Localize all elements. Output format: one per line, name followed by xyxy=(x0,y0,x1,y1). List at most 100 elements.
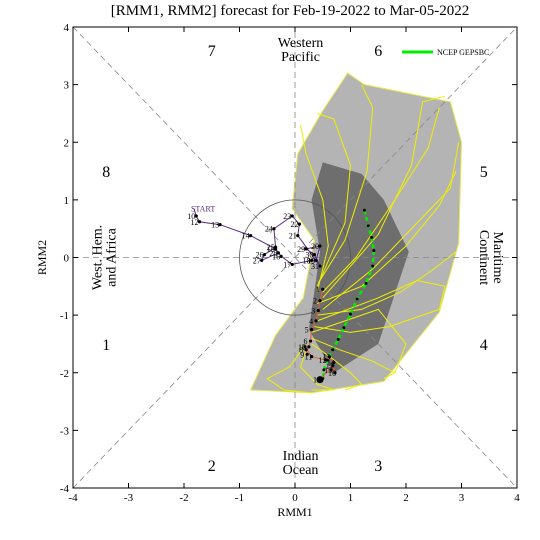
region-label-line: and Africa xyxy=(105,227,120,286)
member-track xyxy=(300,124,329,293)
region-label-line: Ocean xyxy=(283,463,319,478)
x-tick-label: -2 xyxy=(179,492,188,504)
forecast-day-label: 2 xyxy=(313,297,317,306)
ensemble-mean-point xyxy=(362,208,366,212)
forecast-day-label: 13 xyxy=(322,353,330,362)
phase-label: 5 xyxy=(480,164,488,181)
phase-label: 3 xyxy=(374,458,382,475)
observed-point xyxy=(249,234,253,238)
observed-point-label: 24 xyxy=(265,225,273,234)
ensemble-mean-point xyxy=(349,312,352,316)
phase-label: 4 xyxy=(480,337,488,354)
forecast-day-point xyxy=(304,348,308,352)
forecast-day-label: 15 xyxy=(324,366,332,375)
x-tick-label: -4 xyxy=(68,492,78,504)
ensemble-mean-point xyxy=(372,249,376,253)
observed-point-label: 29 xyxy=(297,245,305,254)
forecast-day-label: 16 xyxy=(328,369,336,378)
amplitude-circle xyxy=(239,199,351,316)
y-tick-label: -1 xyxy=(60,310,69,322)
y-tick-label: -4 xyxy=(60,483,70,495)
ensemble-mean-point xyxy=(371,264,375,268)
observed-point-label: 10 xyxy=(187,212,195,221)
forecast-day-point xyxy=(318,299,322,303)
observed-point-label: 21 xyxy=(289,232,297,241)
forecast-day-markers: 123456789101112131415161718 xyxy=(298,285,337,385)
x-tick-label: 0 xyxy=(292,492,298,504)
forecast-day-label: 5 xyxy=(305,326,309,335)
observed-point xyxy=(279,254,283,258)
member-track xyxy=(311,308,407,373)
forecast-day-point xyxy=(316,308,320,313)
observed-point-label: 26 xyxy=(255,251,263,260)
ensemble-mean-point xyxy=(342,326,346,330)
observed-point xyxy=(297,222,302,226)
forecast-day-point xyxy=(333,371,337,375)
ensemble-mean-point xyxy=(336,337,340,341)
region-label-line: Maritime xyxy=(490,231,505,283)
y-tick-label: 3 xyxy=(64,80,70,92)
x-tick-label: 1 xyxy=(348,492,354,504)
observed-point xyxy=(310,258,314,262)
observed-point-label: 14 xyxy=(242,232,250,241)
ensemble-members xyxy=(266,84,460,394)
forecast-day-label: 8 xyxy=(299,346,303,355)
region-label-line: West. Hem. xyxy=(91,225,106,290)
x-tick-label: 4 xyxy=(514,492,520,504)
observed-point xyxy=(314,258,318,262)
observed-point-label: 18 xyxy=(303,256,311,265)
observed-point-label: 17 xyxy=(283,260,291,269)
legend-label: NCEP GEPSBC xyxy=(437,48,489,57)
y-tick-label: -2 xyxy=(60,368,69,380)
forecast-day-point xyxy=(329,368,333,372)
observed-point xyxy=(273,245,278,249)
region-label-line: Pacific xyxy=(281,50,320,65)
observed-point xyxy=(304,247,308,251)
phase-label: 7 xyxy=(208,43,216,60)
region-label-line: Continent xyxy=(476,230,491,285)
forecast-day-label: 17 xyxy=(326,362,334,371)
y-tick-label: 4 xyxy=(64,22,70,34)
chart-title: [RMM1, RMM2] forecast for Feb-19-2022 to… xyxy=(111,3,469,19)
x-tick-label: -1 xyxy=(235,492,244,504)
observed-point-label: 20 xyxy=(311,242,319,251)
forecast-day-point xyxy=(323,358,328,362)
ensemble-mean-point xyxy=(331,348,335,352)
phase-label: 8 xyxy=(102,164,110,181)
observed-point xyxy=(218,223,222,227)
member-track xyxy=(266,343,312,394)
observed-point xyxy=(290,262,294,267)
ensemble-mean-point xyxy=(364,281,368,285)
observed-point xyxy=(194,214,198,218)
observed-point-label: 19 xyxy=(307,256,315,265)
forecast-day-point xyxy=(305,352,309,356)
member-track xyxy=(322,142,460,310)
observed-point xyxy=(296,234,300,238)
observed-point-label: 31 xyxy=(311,262,319,271)
forecast-spread xyxy=(249,72,463,394)
ensemble-mean-point xyxy=(366,224,370,228)
member-track xyxy=(299,349,335,391)
observed-point xyxy=(197,220,202,224)
observed-point-label: 25 xyxy=(267,243,275,252)
y-tick-label: 2 xyxy=(64,137,70,149)
region-label-line: Western xyxy=(278,36,324,51)
forecast-day-label: 12 xyxy=(319,356,327,365)
inner-spread-area xyxy=(308,162,409,373)
phase-label: 1 xyxy=(102,337,110,354)
x-tick-label: 3 xyxy=(459,492,465,504)
forecast-day-point xyxy=(314,319,318,323)
forecast-day-label: 11 xyxy=(305,353,313,362)
forecast-day-point xyxy=(303,345,307,349)
member-track xyxy=(322,95,446,299)
member-track xyxy=(314,308,440,333)
phase-label: 2 xyxy=(208,458,216,475)
observed-point-label: 30 xyxy=(305,251,313,260)
forecast-end-point xyxy=(316,376,324,384)
y-tick-label: 0 xyxy=(64,253,70,265)
observed-point-label: 12 xyxy=(191,218,199,227)
observed-point-label: 16 xyxy=(272,252,280,261)
